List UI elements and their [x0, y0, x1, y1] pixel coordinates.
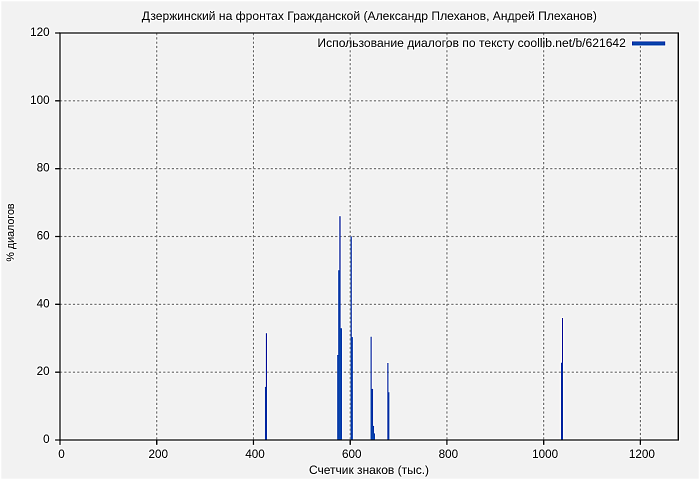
svg-text:100: 100 — [30, 94, 50, 107]
svg-text:120: 120 — [30, 26, 50, 39]
svg-text:0: 0 — [43, 433, 50, 446]
svg-text:60: 60 — [37, 230, 51, 243]
svg-text:400: 400 — [245, 448, 265, 461]
svg-text:1000: 1000 — [532, 448, 559, 461]
svg-text:20: 20 — [37, 365, 51, 378]
svg-text:200: 200 — [148, 448, 168, 461]
svg-text:Использование диалогов по текс: Использование диалогов по тексту coollib… — [317, 36, 626, 50]
svg-text:1200: 1200 — [629, 448, 656, 461]
svg-text:40: 40 — [37, 297, 51, 310]
svg-text:0: 0 — [58, 448, 65, 461]
svg-text:% диалогов: % диалогов — [5, 203, 17, 262]
svg-text:600: 600 — [342, 448, 362, 461]
svg-text:800: 800 — [439, 448, 459, 461]
svg-text:80: 80 — [37, 162, 51, 175]
svg-text:Счетчик знаков (тыс.): Счетчик знаков (тыс.) — [309, 463, 429, 477]
svg-text:Дзержинский на фронтах Граждан: Дзержинский на фронтах Гражданской (Алек… — [142, 9, 597, 23]
